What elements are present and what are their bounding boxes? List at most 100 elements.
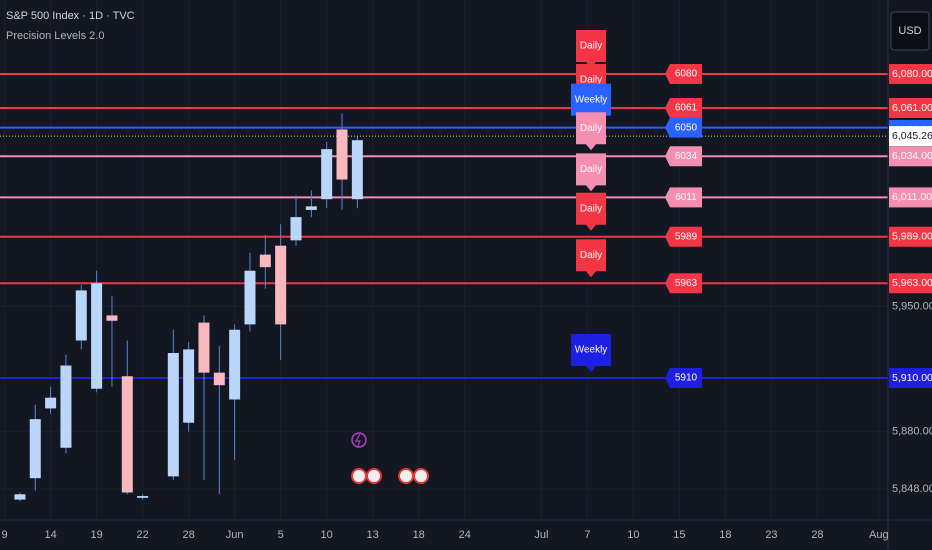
candle-body bbox=[137, 496, 149, 498]
level-price: 6080 bbox=[675, 69, 698, 80]
level-tag-box[interactable] bbox=[576, 239, 606, 278]
level-tag-box[interactable] bbox=[576, 153, 606, 192]
tags-layer: Daily 6080 Daily 6061 Weekly 6050 Daily 6034 Dai… bbox=[571, 30, 702, 389]
currency[interactable]: USD bbox=[898, 25, 921, 37]
price-label-box bbox=[889, 273, 932, 294]
icon-glyph bbox=[354, 433, 361, 447]
level-price-box[interactable] bbox=[665, 187, 702, 208]
level-price: 6011 bbox=[675, 192, 697, 203]
candle-body bbox=[198, 322, 210, 373]
price-label: 6,061.00 bbox=[892, 102, 932, 114]
y-tick-label: 5,848.00 bbox=[892, 483, 932, 495]
level-price: 5963 bbox=[675, 278, 698, 289]
candle-body bbox=[259, 254, 271, 268]
candle-body bbox=[321, 149, 333, 200]
icon[interactable] bbox=[351, 468, 367, 484]
level-tag-box[interactable] bbox=[576, 112, 606, 151]
price-label: 6,034.00 bbox=[892, 150, 932, 162]
level-price-box[interactable] bbox=[665, 146, 702, 167]
icon[interactable] bbox=[366, 468, 382, 484]
candle-body bbox=[14, 494, 26, 500]
x-tick-label: 10 bbox=[321, 529, 333, 541]
level-price: 5989 bbox=[675, 231, 698, 242]
level-tag: Weekly bbox=[575, 94, 608, 105]
price-label: 6,080.00 bbox=[892, 68, 932, 80]
level-tag-box[interactable] bbox=[571, 334, 611, 373]
level-price-box[interactable] bbox=[665, 64, 702, 85]
axis-layer: 9 14 19 22 28 Jun 5 10 13 18 24 Jul 7 10 15 18 23 28 Aug 5,… bbox=[2, 64, 932, 541]
x-tick-label: 13 bbox=[367, 529, 379, 541]
candle-body bbox=[290, 217, 302, 241]
candle-body bbox=[75, 290, 87, 341]
x-tick-label: 5 bbox=[278, 529, 284, 541]
currency-box[interactable] bbox=[890, 11, 930, 51]
level-tag: Daily bbox=[580, 41, 602, 52]
price-label: 6,011.00 bbox=[892, 191, 932, 203]
candle-body bbox=[167, 352, 179, 477]
candle-body bbox=[229, 329, 241, 400]
x-tick-label: 9 bbox=[2, 529, 8, 541]
price-axis-panel bbox=[888, 0, 932, 520]
x-tick-label: 23 bbox=[765, 529, 777, 541]
level-tag-box[interactable] bbox=[571, 83, 611, 122]
level-tag-box[interactable] bbox=[576, 192, 606, 231]
level-price-box[interactable] bbox=[665, 98, 702, 119]
x-tick-label: 10 bbox=[627, 529, 639, 541]
icon[interactable] bbox=[398, 468, 414, 484]
candle-body bbox=[45, 397, 57, 409]
levels-layer bbox=[0, 73, 888, 380]
price-label-box bbox=[889, 64, 932, 85]
candle-body bbox=[244, 270, 256, 325]
chart-title: S&P 500 Index · 1D · TVC bbox=[6, 10, 135, 22]
icon[interactable] bbox=[413, 468, 429, 484]
x-tick-label: Jun bbox=[226, 529, 244, 541]
icon[interactable] bbox=[351, 432, 367, 448]
candle-body bbox=[351, 140, 363, 200]
candle-body bbox=[305, 206, 317, 210]
level-price-box[interactable] bbox=[665, 226, 702, 247]
level-price: 6034 bbox=[675, 151, 698, 162]
x-tick-label: 28 bbox=[183, 529, 195, 541]
candles-layer bbox=[14, 113, 363, 502]
level-tag: Daily bbox=[580, 123, 602, 134]
level-price: 5910 bbox=[675, 373, 698, 384]
candle-body bbox=[275, 245, 287, 325]
x-tick-label: 24 bbox=[459, 529, 471, 541]
x-tick-label: 19 bbox=[90, 529, 102, 541]
event-icons bbox=[351, 432, 429, 484]
price-label-box bbox=[889, 187, 932, 208]
x-tick-label: 14 bbox=[44, 529, 56, 541]
price-label-box bbox=[889, 98, 932, 119]
indicator-name[interactable]: Precision Levels 2.0 bbox=[6, 30, 104, 42]
level-tag-box[interactable] bbox=[576, 30, 606, 69]
level-tag: Daily bbox=[580, 203, 602, 214]
candle-body bbox=[29, 419, 41, 479]
x-tick-label: 7 bbox=[584, 529, 590, 541]
current-price-label: 6,045.26 bbox=[892, 130, 932, 142]
level-price-box[interactable] bbox=[665, 368, 702, 389]
x-tick-label: 18 bbox=[719, 529, 731, 541]
current-price-box bbox=[889, 126, 932, 147]
x-tick-label: 28 bbox=[811, 529, 823, 541]
level-price-box[interactable] bbox=[665, 273, 702, 294]
level-tag: Daily bbox=[580, 75, 602, 86]
price-label: 5,963.00 bbox=[892, 277, 932, 289]
x-tick-label: 18 bbox=[413, 529, 425, 541]
level-tag: Daily bbox=[580, 164, 602, 175]
price-label-box bbox=[889, 368, 932, 389]
x-tick-label: 22 bbox=[137, 529, 149, 541]
level-tag: Daily bbox=[580, 250, 602, 261]
level-price-box[interactable] bbox=[665, 117, 702, 138]
level-price: 6050 bbox=[675, 122, 698, 133]
x-tick-label: Jul bbox=[534, 529, 548, 541]
level-tag: Weekly bbox=[575, 345, 608, 356]
candle-body bbox=[60, 365, 72, 448]
price-label-box bbox=[889, 146, 932, 167]
candle-body bbox=[121, 376, 133, 493]
price-label-box bbox=[889, 226, 932, 247]
candle-body bbox=[336, 129, 348, 180]
candle-body bbox=[106, 315, 118, 321]
price-label: 5,910.00 bbox=[892, 372, 932, 384]
candle-body bbox=[213, 372, 225, 386]
